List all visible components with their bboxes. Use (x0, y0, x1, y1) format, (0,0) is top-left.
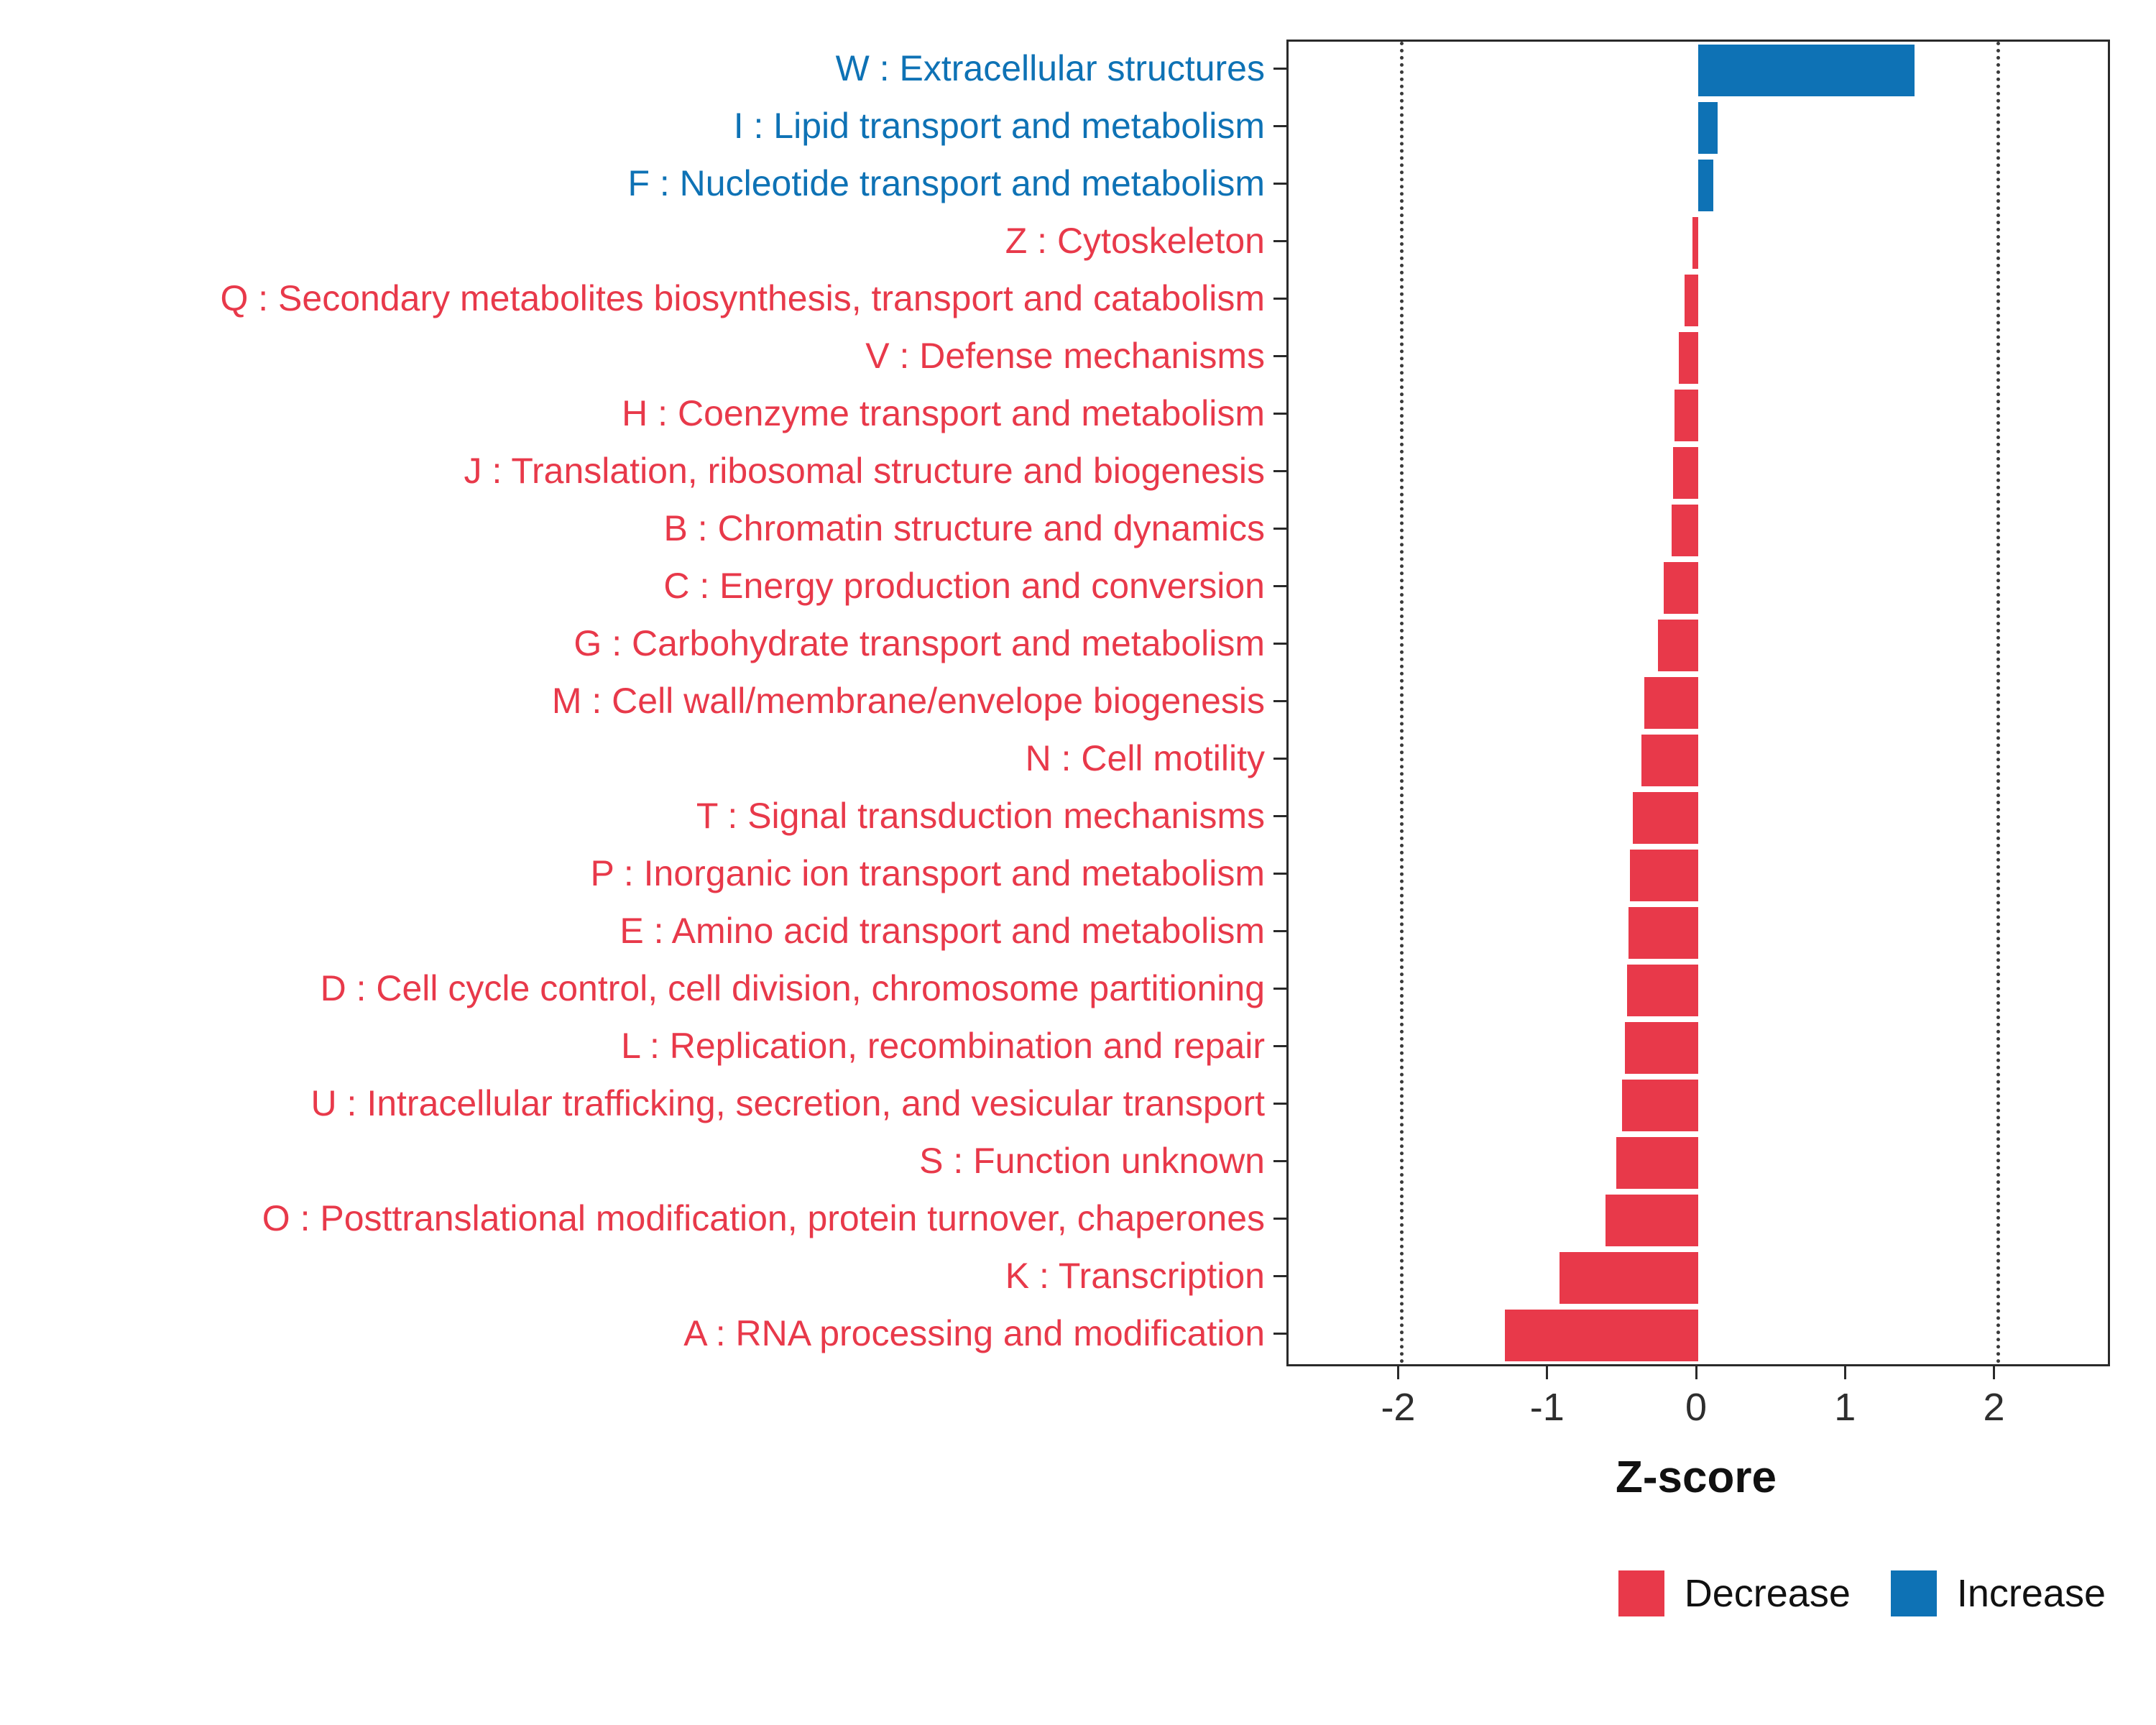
plot-panel (1286, 40, 2110, 1366)
bar-H (1674, 390, 1698, 441)
category-label: I : Lipid transport and metabolism (733, 106, 1265, 146)
y-axis-tick (1273, 929, 1286, 932)
category-label: D : Cell cycle control, cell division, c… (320, 968, 1265, 1008)
x-tick-label: -1 (1529, 1386, 1565, 1429)
bar-V (1679, 332, 1698, 384)
category-label: F : Nucleotide transport and metabolism (627, 163, 1265, 203)
y-axis-tick (1273, 1217, 1286, 1220)
y-axis-tick (1273, 642, 1286, 645)
bar-N (1641, 735, 1698, 786)
category-label: U : Intracellular trafficking, secretion… (310, 1083, 1265, 1123)
category-label: Z : Cytoskeleton (1005, 221, 1265, 261)
bar-A (1504, 1310, 1698, 1361)
bar-Q (1685, 275, 1698, 326)
bar-P (1629, 850, 1698, 901)
category-label: L : Replication, recombination and repai… (621, 1026, 1265, 1066)
legend-label-increase: Increase (1956, 1572, 2106, 1615)
x-tick-label: 2 (1983, 1386, 2005, 1429)
bar-Z (1692, 217, 1698, 269)
y-axis-tick (1273, 1274, 1286, 1277)
y-axis-tick (1273, 469, 1286, 472)
decrease-swatch-icon (1618, 1570, 1664, 1616)
y-axis-tick (1273, 1159, 1286, 1162)
category-label: E : Amino acid transport and metabolism (619, 911, 1265, 951)
y-axis-tick (1273, 297, 1286, 300)
y-axis-tick (1273, 239, 1286, 242)
bar-E (1628, 907, 1698, 959)
x-axis-tick (1695, 1366, 1697, 1379)
category-label: T : Signal transduction mechanisms (696, 796, 1265, 836)
bar-B (1671, 505, 1698, 556)
y-axis-tick (1273, 1102, 1286, 1105)
category-label: S : Function unknown (919, 1141, 1265, 1181)
category-label: V : Defense mechanisms (865, 336, 1265, 376)
category-label: G : Carbohydrate transport and metabolis… (573, 623, 1265, 663)
x-tick-label: 1 (1834, 1386, 1856, 1429)
x-axis-tick (1843, 1366, 1846, 1379)
legend-item-decrease: Decrease (1618, 1570, 1851, 1616)
increase-swatch-icon (1890, 1570, 1937, 1616)
x-axis-tick (1993, 1366, 1996, 1379)
bar-I (1698, 102, 1718, 154)
legend: Decrease Increase (1618, 1570, 2106, 1616)
x-tick-label: 0 (1685, 1386, 1708, 1429)
reference-line (1400, 42, 1404, 1364)
category-label: H : Coenzyme transport and metabolism (622, 393, 1265, 433)
y-axis-tick (1273, 987, 1286, 990)
y-axis-tick (1273, 584, 1286, 587)
y-axis-tick (1273, 124, 1286, 127)
y-axis-tick (1273, 182, 1286, 185)
bar-D (1626, 965, 1698, 1016)
category-label: N : Cell motility (1025, 738, 1265, 778)
category-label: C : Energy production and conversion (663, 566, 1265, 606)
category-label: Q : Secondary metabolites biosynthesis, … (220, 278, 1265, 318)
y-axis-tick (1273, 412, 1286, 415)
category-label: M : Cell wall/membrane/envelope biogenes… (551, 681, 1265, 721)
bar-W (1698, 45, 1915, 96)
y-axis-tick (1273, 527, 1286, 530)
bar-J (1672, 447, 1698, 499)
x-axis-tick (1546, 1366, 1549, 1379)
bar-T (1632, 792, 1698, 844)
category-label: K : Transcription (1005, 1256, 1265, 1296)
category-label: A : RNA processing and modification (683, 1313, 1265, 1353)
category-label: B : Chromatin structure and dynamics (663, 508, 1265, 548)
category-label: P : Inorganic ion transport and metaboli… (590, 853, 1265, 893)
x-axis-title: Z-score (1616, 1453, 1777, 1502)
bar-K (1560, 1252, 1698, 1304)
x-axis-tick (1396, 1366, 1399, 1379)
bar-G (1658, 620, 1698, 671)
category-label: O : Posttranslational modification, prot… (262, 1198, 1265, 1238)
bar-L (1625, 1022, 1698, 1074)
category-label: J : Translation, ribosomal structure and… (464, 451, 1265, 491)
bar-F (1698, 160, 1713, 211)
bar-M (1644, 677, 1698, 729)
y-axis-tick (1273, 699, 1286, 702)
reference-line (1996, 42, 2000, 1364)
y-axis-tick (1273, 354, 1286, 357)
y-axis-tick (1273, 1044, 1286, 1047)
x-tick-label: -2 (1381, 1386, 1416, 1429)
y-axis-tick (1273, 1332, 1286, 1335)
bar-O (1606, 1195, 1698, 1246)
y-axis-tick (1273, 757, 1286, 760)
legend-label-decrease: Decrease (1684, 1572, 1851, 1615)
bar-U (1622, 1080, 1698, 1131)
y-axis-tick (1273, 814, 1286, 817)
y-axis-tick (1273, 872, 1286, 875)
bar-S (1616, 1137, 1698, 1189)
legend-item-increase: Increase (1890, 1570, 2106, 1616)
category-label: W : Extracellular structures (835, 48, 1265, 88)
y-axis-tick (1273, 67, 1286, 70)
bar-C (1664, 562, 1698, 614)
